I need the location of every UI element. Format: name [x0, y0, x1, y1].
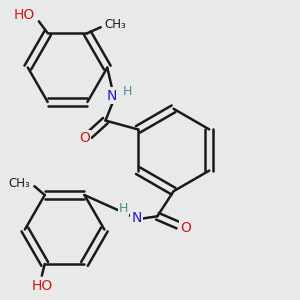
- Text: N: N: [132, 211, 142, 225]
- Text: H: H: [123, 85, 132, 98]
- Text: CH₃: CH₃: [104, 18, 126, 31]
- Text: CH₃: CH₃: [9, 177, 31, 190]
- Text: N: N: [106, 88, 116, 103]
- Text: O: O: [180, 221, 191, 235]
- Text: HO: HO: [31, 279, 52, 293]
- Text: O: O: [80, 131, 90, 145]
- Text: HO: HO: [14, 8, 35, 22]
- Text: H: H: [119, 202, 128, 215]
